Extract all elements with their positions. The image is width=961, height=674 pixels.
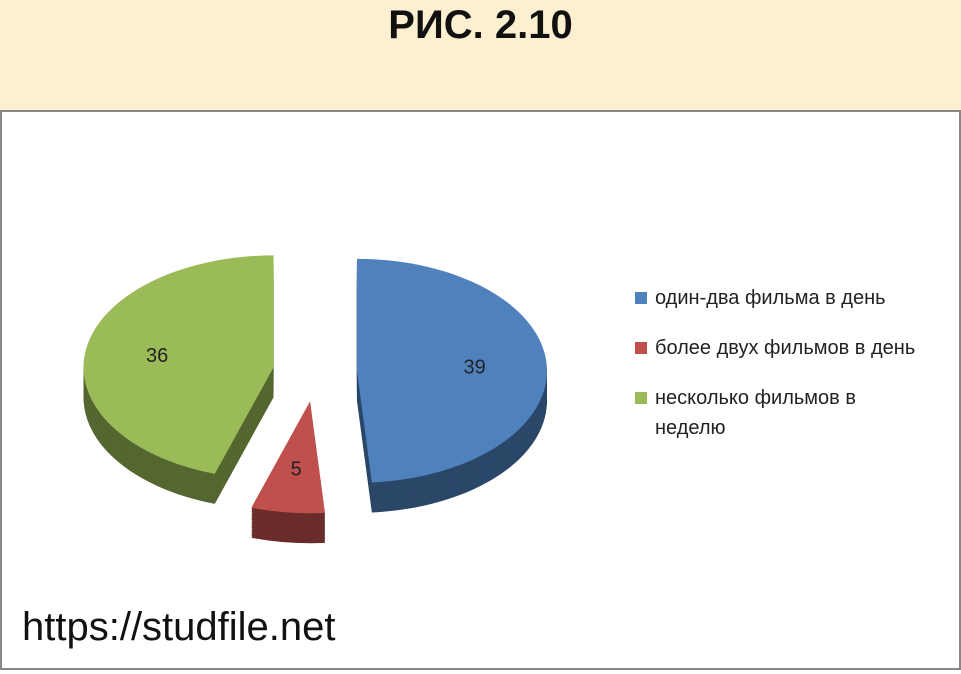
legend-swatch (635, 392, 647, 404)
legend-item: несколько фильмов в неделю (635, 383, 930, 443)
slice (356, 258, 547, 483)
legend-item: один-два фильма в день (635, 283, 930, 313)
header-band: РИС. 2.10 (0, 0, 961, 110)
data-label: 5 (291, 458, 302, 480)
data-label: 36 (146, 345, 168, 367)
legend-label: более двух фильмов в день (655, 337, 916, 359)
legend-label: один-два фильма в день (655, 287, 886, 309)
legend-item: более двух фильмов в день (635, 333, 930, 363)
legend: один-два фильма в день более двух фильмов… (635, 283, 935, 463)
legend-swatch (635, 342, 647, 354)
watermark: https://studfile.net (22, 605, 336, 649)
title: РИС. 2.10 (388, 3, 573, 47)
data-label: 39 (464, 356, 486, 378)
legend-label: несколько фильмов в неделю (655, 387, 856, 439)
slice (251, 401, 325, 514)
legend-swatch (635, 292, 647, 304)
slice (83, 255, 274, 474)
